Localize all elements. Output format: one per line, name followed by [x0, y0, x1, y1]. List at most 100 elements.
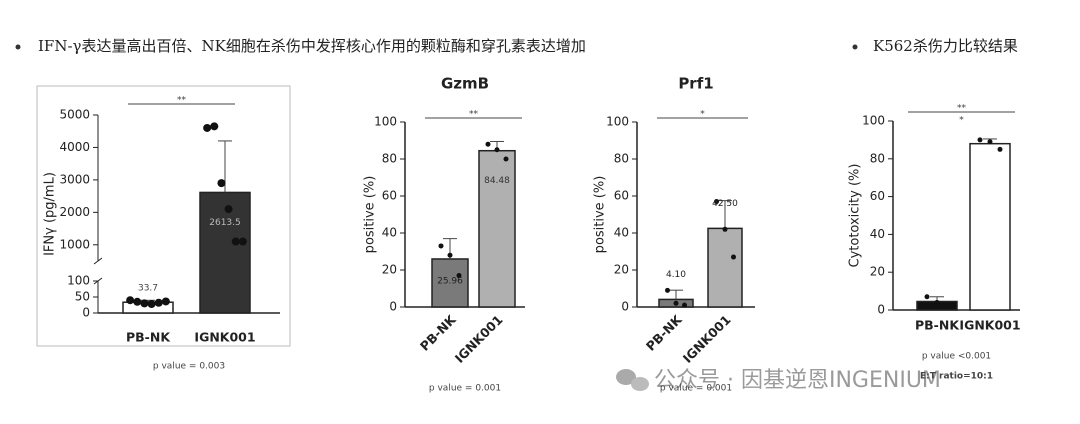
p-value: p value = 0.001	[429, 384, 501, 394]
y-tick-label: 3000	[59, 172, 90, 186]
data-point	[133, 297, 142, 306]
y-tick-label: 0	[82, 306, 90, 320]
x-tick-label: PB-NK	[126, 330, 171, 345]
x-tick-label: PB-NK	[643, 311, 686, 354]
bar	[707, 227, 743, 308]
y-tick-label: 0	[389, 300, 397, 314]
data-point	[456, 273, 462, 279]
p-value: p value = 0.003	[153, 362, 225, 372]
significance-label: **	[957, 104, 967, 114]
watermark: 公众号 · 因基逆恩INGENIUM	[654, 368, 941, 393]
y-tick-label: 60	[382, 189, 397, 203]
data-point	[147, 300, 156, 309]
y-tick-label: 20	[870, 265, 885, 279]
watermark-icon	[616, 369, 649, 391]
data-point	[447, 252, 453, 258]
value-label: 4.10	[666, 270, 686, 280]
axis-break	[93, 257, 103, 265]
x-tick-label: PB-NK	[417, 311, 460, 354]
y-tick-label: 80	[382, 152, 397, 166]
chart-title: GzmB	[441, 75, 489, 93]
value-label: 42.50	[712, 199, 738, 209]
y-axis-label: Cytotoxicity (%)	[848, 164, 863, 268]
bar	[969, 142, 1011, 311]
data-point	[438, 243, 444, 249]
header-right: K562杀伤力比较结果	[873, 37, 1018, 55]
value-label: 84.48	[484, 176, 510, 186]
data-point	[224, 205, 233, 214]
data-point	[231, 237, 240, 246]
data-point	[673, 300, 679, 306]
data-point	[682, 302, 687, 308]
y-tick-label: 40	[382, 226, 397, 240]
y-tick-label: 60	[614, 189, 629, 203]
p-value: p value <0.001	[922, 352, 991, 362]
value-label: 2613.5	[209, 218, 241, 228]
y-tick-label: 40	[870, 227, 885, 241]
x-tick-label: PB-NK	[915, 318, 960, 333]
data-point	[665, 287, 670, 293]
y-tick-label: 50	[75, 290, 90, 304]
y-axis-label: IFNγ (pg/mL)	[43, 172, 58, 256]
chart-title: Prf1	[678, 75, 713, 93]
y-tick-label: 100	[606, 115, 629, 129]
bar	[478, 149, 516, 308]
data-point	[140, 299, 149, 308]
data-point	[238, 237, 247, 246]
y-tick-label: 1000	[59, 237, 90, 251]
note: E:T ratio=10:1	[920, 372, 993, 382]
data-point	[154, 298, 163, 307]
value-label: 25.96	[437, 276, 463, 286]
y-tick-label: 20	[614, 263, 629, 277]
y-tick-label: 100	[862, 114, 885, 128]
bar	[431, 258, 469, 308]
x-tick-label: IGNK001	[194, 330, 255, 345]
y-tick-label: 100	[374, 115, 397, 129]
data-point	[203, 123, 212, 132]
data-point	[503, 156, 509, 162]
y-tick-label: 80	[614, 152, 629, 166]
data-point	[731, 254, 736, 260]
bar	[199, 191, 251, 314]
data-point	[987, 139, 993, 145]
y-tick-label: 80	[870, 151, 885, 165]
x-tick-label: IGNK001	[452, 312, 506, 366]
data-point	[161, 297, 170, 306]
bullet	[852, 44, 858, 50]
y-axis-label: positive (%)	[593, 176, 608, 254]
data-point	[924, 294, 930, 300]
data-point	[210, 122, 219, 131]
data-point	[977, 137, 983, 143]
y-tick-label: 5000	[59, 108, 90, 122]
data-point	[714, 199, 719, 205]
header-left: IFN-γ表达量高出百倍、NK细胞在杀伤中发挥核心作用的颗粒酶和穿孔素表达增加	[38, 37, 586, 55]
significance-label: *	[700, 110, 705, 120]
significance-label: *	[959, 116, 964, 126]
value-label: 33.7	[138, 284, 158, 294]
data-point	[997, 146, 1003, 152]
y-tick-label: 100	[67, 274, 90, 288]
significance-label: **	[177, 96, 187, 106]
data-point	[722, 226, 728, 232]
data-point	[934, 299, 940, 305]
data-point	[494, 147, 500, 153]
bullet	[15, 44, 21, 50]
y-tick-label: 20	[382, 263, 397, 277]
chart-frame	[36, 85, 291, 347]
p-value: p value = 0.001	[660, 384, 732, 394]
y-tick-label: 60	[870, 189, 885, 203]
y-tick-label: 0	[877, 303, 885, 317]
y-axis-label: positive (%)	[363, 176, 378, 254]
data-point	[126, 296, 135, 305]
x-tick-label: IGNK001	[959, 318, 1020, 333]
data-point	[217, 179, 226, 188]
y-tick-label: 4000	[59, 140, 90, 154]
significance-label: **	[469, 110, 479, 120]
y-tick-label: 2000	[59, 205, 90, 219]
data-point	[944, 301, 950, 307]
y-tick-label: 0	[621, 300, 629, 314]
data-point	[485, 141, 491, 147]
y-tick-label: 40	[614, 226, 629, 240]
x-tick-label: IGNK001	[680, 312, 734, 366]
